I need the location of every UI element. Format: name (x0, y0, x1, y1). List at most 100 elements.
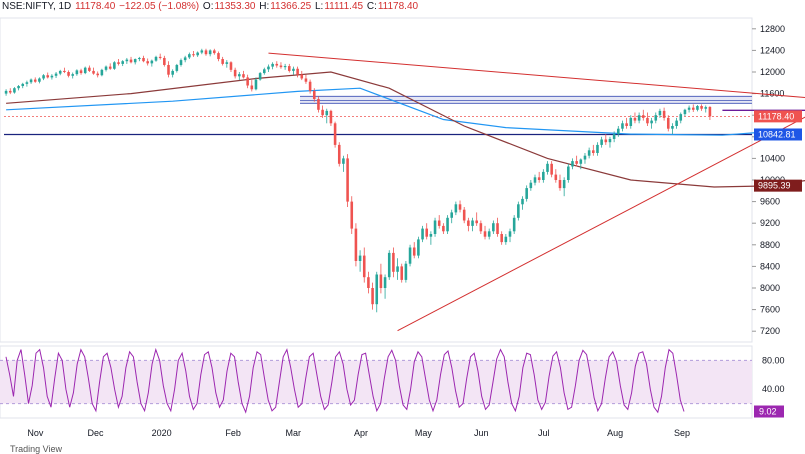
candle-body (454, 204, 458, 213)
candle-body (529, 182, 533, 189)
candle-body (200, 50, 204, 53)
candle-body (650, 120, 653, 124)
candle-body (433, 220, 437, 234)
rsi-tick-label: 80.00 (762, 355, 785, 365)
symbol-label: NSE:NIFTY, 1D (2, 1, 72, 12)
candle-body (367, 277, 370, 288)
candle-body (562, 180, 566, 189)
candle-body (450, 212, 453, 218)
candle-body (163, 57, 166, 65)
candle-body (246, 77, 249, 86)
candle-body (500, 234, 503, 243)
high-label: H: (259, 1, 270, 12)
candle-body (387, 252, 391, 278)
candle-body (362, 255, 366, 278)
candle-body (300, 74, 304, 79)
x-tick-label: Feb (225, 428, 241, 438)
candle-body (229, 62, 233, 70)
candle-body (375, 274, 379, 305)
candle-body (379, 274, 383, 288)
candle-body (287, 66, 291, 71)
trend-line (268, 52, 805, 98)
y-tick-label: 7600 (760, 305, 780, 315)
candle-body (400, 266, 404, 280)
candle-body (346, 158, 349, 202)
candle-body (42, 75, 45, 79)
candle-body (321, 109, 324, 116)
price-tag-bg (754, 179, 802, 192)
candle-body (592, 150, 595, 153)
price-tag-label: 11178.40 (758, 111, 794, 121)
candle-body (442, 225, 445, 232)
candle-body (63, 70, 66, 72)
candle-body (183, 57, 187, 61)
price-change: −122.05 (−1.08%) (119, 1, 200, 12)
candle-body (458, 204, 462, 210)
candle-body (666, 117, 670, 129)
candle-body (88, 67, 91, 71)
candle-body (225, 62, 229, 64)
candle-body (150, 60, 154, 64)
candle-body (179, 60, 183, 65)
rsi-tag-bg (754, 405, 784, 418)
candle-body (354, 228, 358, 261)
x-tick-label: Jun (474, 428, 489, 438)
candle-body (533, 177, 537, 183)
candle-body (558, 180, 562, 189)
open-label: O: (202, 1, 214, 12)
candle-body (292, 68, 295, 71)
candle-body (358, 255, 362, 261)
x-tick-label: Mar (286, 428, 302, 438)
candle-body (575, 161, 578, 164)
close-label: C: (366, 1, 377, 12)
price-tag-label: 10842.81 (758, 129, 796, 139)
y-tick-label: 12800 (760, 24, 785, 34)
candle-body (554, 174, 558, 180)
candle-body (696, 106, 699, 110)
y-tick-label: 9600 (760, 197, 780, 207)
candle-body (621, 123, 624, 129)
candle-body (50, 75, 54, 78)
candle-body (238, 74, 241, 77)
candle-body (629, 117, 633, 126)
candle-body (38, 78, 41, 82)
open-value: 11353.30 (214, 1, 256, 12)
candle-body (504, 236, 508, 243)
candle-body (325, 110, 329, 116)
candle-body (13, 88, 16, 93)
candle-body (600, 139, 603, 145)
candle-body (29, 79, 33, 83)
candle-body (113, 62, 116, 69)
candle-body (408, 247, 412, 264)
candle-body (158, 56, 162, 58)
candle-body (512, 217, 516, 232)
candle-body (121, 61, 124, 64)
x-tick-label: 2020 (152, 428, 172, 438)
candle-body (342, 158, 345, 164)
candle-body (492, 223, 495, 232)
candle-body (637, 115, 641, 121)
footer-credit: Trading View (10, 444, 63, 454)
rsi-tick-label: 40.00 (762, 384, 785, 394)
candle-body (4, 90, 8, 94)
candle-body (571, 161, 574, 167)
candle-body (537, 177, 541, 180)
candle-body (67, 72, 70, 76)
candle-body (83, 67, 87, 74)
resistance-zone (300, 96, 752, 104)
candle-body (312, 90, 316, 99)
y-tick-label: 7200 (760, 326, 780, 336)
candle-body (425, 228, 429, 237)
candle-body (646, 117, 649, 124)
candle-body (17, 86, 20, 89)
candle-body (508, 231, 512, 237)
candle-body (687, 107, 691, 110)
candle-body (671, 126, 674, 129)
candle-body (8, 90, 12, 93)
candle-body (471, 220, 474, 226)
candle-body (171, 70, 174, 75)
y-tick-label: 12400 (760, 45, 785, 55)
candle-body (350, 201, 354, 229)
candle-body (75, 70, 79, 75)
